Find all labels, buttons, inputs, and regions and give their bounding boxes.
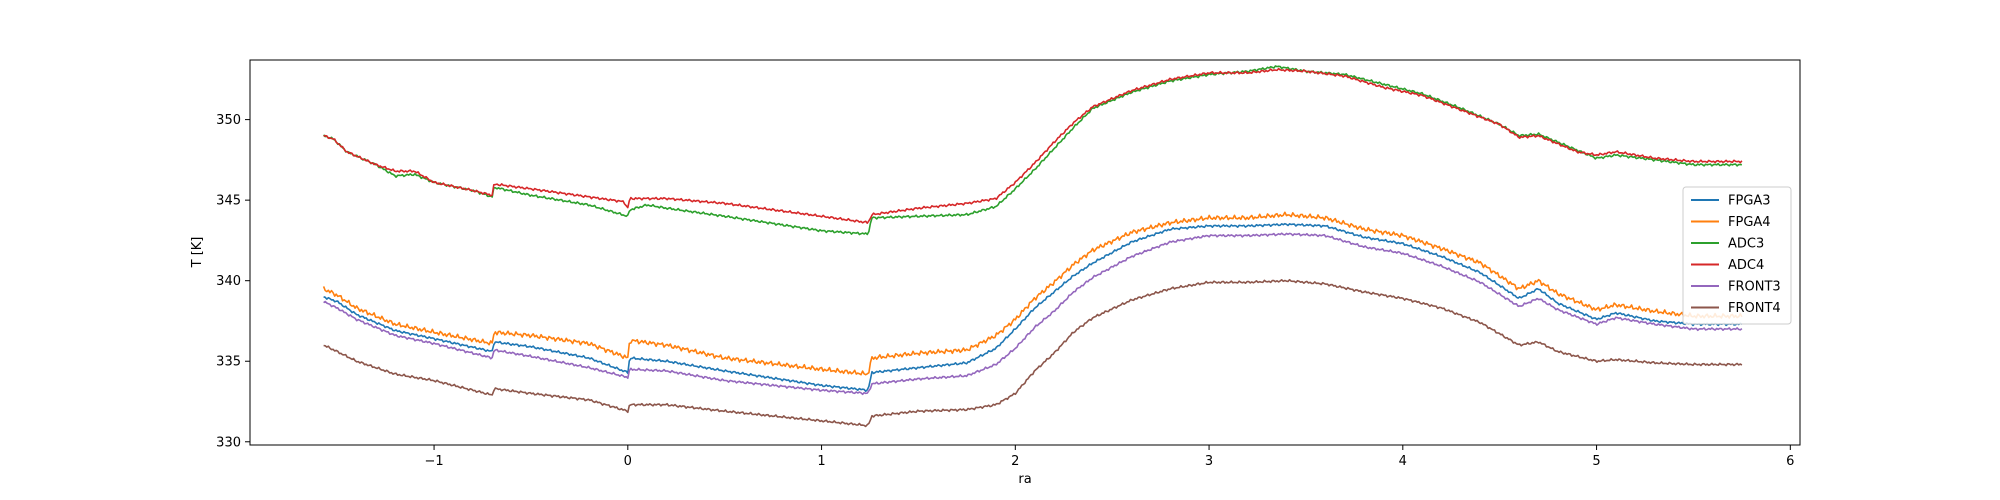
x-axis: −1 0 1 2 3 4 5 6 [424,445,1794,469]
plot-area [250,60,1800,445]
y-axis: 330 335 340 345 350 [216,113,250,450]
legend-entry: FPGA4 [1728,215,1771,230]
legend-entry: ADC3 [1728,237,1764,252]
x-tick-label: 0 [624,454,632,469]
series-line-front4 [323,278,1743,428]
series-line-fpga3 [323,222,1743,393]
y-tick-label: 335 [216,355,241,370]
series-layer [322,65,1743,428]
x-tick-label: 1 [817,454,825,469]
legend-entry: FRONT4 [1728,301,1781,316]
series-line-fpga4 [322,211,1743,376]
series-line-adc3 [323,65,1742,236]
legend-entry: ADC4 [1728,258,1764,273]
y-tick-label: 330 [216,435,241,450]
x-tick-label: 2 [1011,454,1019,469]
series-line-front3 [323,232,1743,396]
y-axis-label: T [K] [190,237,205,269]
legend-entry: FRONT3 [1728,280,1781,295]
y-tick-label: 340 [216,274,241,289]
x-axis-label: ra [1018,472,1031,487]
y-tick-label: 345 [216,194,241,209]
series-line-adc4 [323,67,1743,224]
x-tick-label: 5 [1592,454,1600,469]
legend-entry: FPGA3 [1728,194,1771,209]
y-tick-label: 350 [216,113,241,128]
x-tick-label: −1 [424,454,443,469]
plot-frame [249,59,1801,446]
legend: FPGA3 FPGA4 ADC3 ADC4 FRONT3 FRONT4 [1682,186,1792,325]
x-tick-label: 4 [1399,454,1407,469]
x-tick-label: 6 [1786,454,1794,469]
x-tick-label: 3 [1205,454,1213,469]
